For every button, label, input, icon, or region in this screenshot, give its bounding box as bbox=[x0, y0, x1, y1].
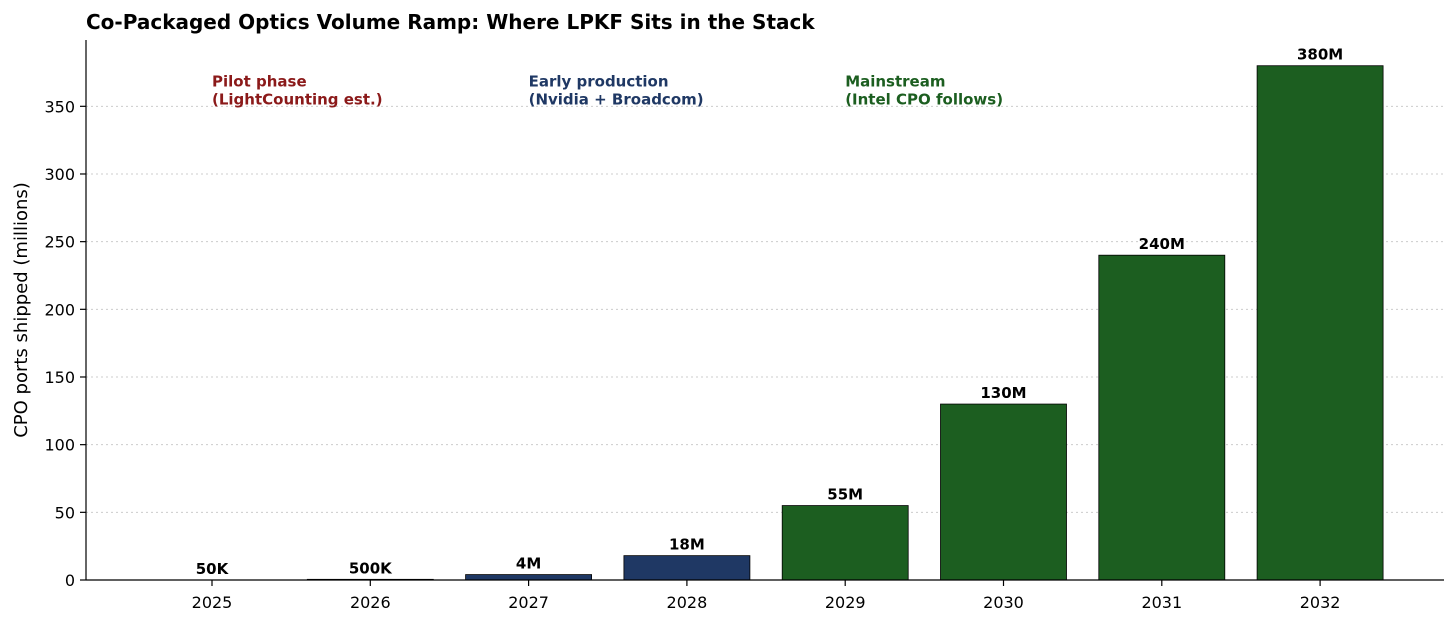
y-axis-label: CPO ports shipped (millions) bbox=[11, 182, 32, 438]
data-label-2029: 55M bbox=[827, 486, 863, 504]
y-tick-label: 0 bbox=[65, 571, 75, 590]
data-label-2025: 50K bbox=[196, 560, 230, 578]
phase-annotation-pilot: Pilot phase bbox=[212, 73, 307, 91]
phase-annotations: Pilot phase(LightCounting est.) Early pro… bbox=[212, 73, 1003, 109]
phase-annotation-early: (Nvidia + Broadcom) bbox=[529, 91, 704, 109]
bar-2031 bbox=[1099, 255, 1225, 580]
data-label-2031: 240M bbox=[1139, 235, 1185, 253]
phase-annotation-mainstream: Mainstream bbox=[845, 73, 945, 91]
bar-2028 bbox=[624, 556, 750, 580]
phase-annotation-early: Early production bbox=[529, 73, 669, 91]
data-label-2030: 130M bbox=[980, 384, 1026, 402]
x-tick-label-2025: 2025 bbox=[192, 593, 233, 612]
chart-title: Co-Packaged Optics Volume Ramp: Where LP… bbox=[86, 10, 815, 34]
data-label-2027: 4M bbox=[516, 555, 541, 573]
phase-annotation-mainstream: (Intel CPO follows) bbox=[845, 91, 1003, 109]
y-tick-label: 100 bbox=[44, 436, 75, 455]
x-tick-label-2028: 2028 bbox=[667, 593, 708, 612]
y-tick-label: 200 bbox=[44, 300, 75, 319]
x-tick-label-2029: 2029 bbox=[825, 593, 866, 612]
y-tick-label: 250 bbox=[44, 233, 75, 252]
bar-2029 bbox=[782, 506, 908, 580]
x-tick-label-2027: 2027 bbox=[508, 593, 549, 612]
bar-2030 bbox=[941, 404, 1067, 580]
x-tick-label-2026: 2026 bbox=[350, 593, 391, 612]
x-tick-label-2032: 2032 bbox=[1300, 593, 1341, 612]
y-axis-ticks: 0 50 100 150 200 250 300 350 bbox=[44, 97, 86, 590]
data-label-2028: 18M bbox=[669, 536, 705, 554]
y-tick-label: 300 bbox=[44, 165, 75, 184]
y-tick-label: 350 bbox=[44, 97, 75, 116]
bar-2032 bbox=[1257, 66, 1383, 580]
bars bbox=[149, 66, 1383, 580]
y-tick-label: 150 bbox=[44, 368, 75, 387]
y-tick-label: 50 bbox=[55, 503, 75, 522]
axes bbox=[86, 40, 1444, 580]
bar-2027 bbox=[466, 575, 592, 580]
phase-annotation-pilot: (LightCounting est.) bbox=[212, 91, 383, 109]
grid-lines bbox=[86, 106, 1444, 512]
data-label-2032: 380M bbox=[1297, 46, 1343, 64]
x-tick-label-2031: 2031 bbox=[1141, 593, 1182, 612]
x-axis-ticks: 2025 2026 2027 2028 2029 2030 2031 2032 bbox=[192, 580, 1341, 612]
x-tick-label-2030: 2030 bbox=[983, 593, 1024, 612]
data-label-2026: 500K bbox=[349, 559, 393, 577]
